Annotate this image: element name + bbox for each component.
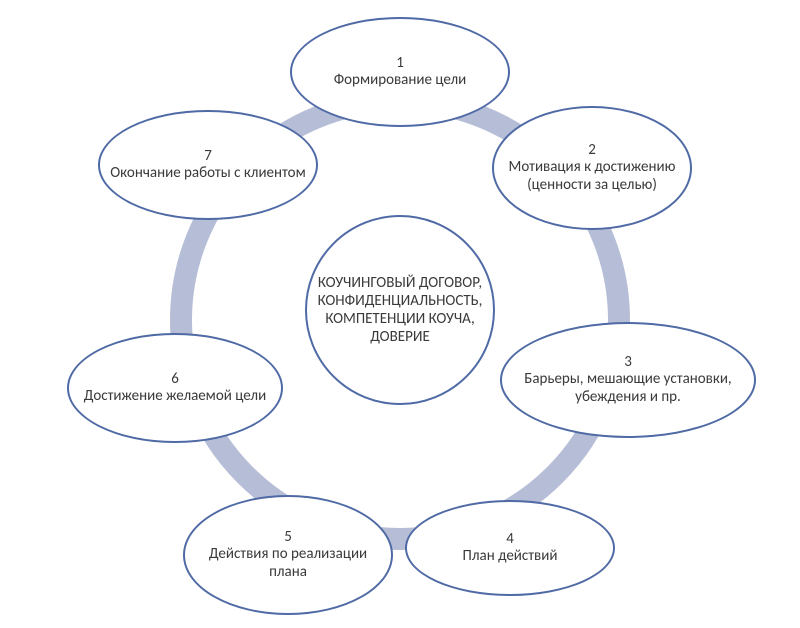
node-7-number: 7 — [204, 148, 212, 165]
node-3-label: Барьеры, мешающие установки, убеждения и… — [512, 371, 744, 406]
center-node: КОУЧИНГОВЫЙ ДОГОВОР, КОНФИДЕНЦИАЛЬНОСТЬ,… — [305, 215, 495, 405]
center-label: КОУЧИНГОВЫЙ ДОГОВОР, КОНФИДЕНЦИАЛЬНОСТЬ,… — [315, 274, 485, 346]
node-4-label: План действий — [463, 548, 558, 565]
node-1-number: 1 — [396, 55, 404, 72]
node-3: 3 Барьеры, мешающие установки, убеждения… — [500, 322, 756, 438]
node-4: 4 План действий — [405, 500, 615, 596]
node-2-number: 2 — [588, 142, 596, 159]
node-5: 5 Действия по реализации плана — [183, 495, 393, 615]
node-4-number: 4 — [506, 531, 514, 548]
diagram-canvas: КОУЧИНГОВЫЙ ДОГОВОР, КОНФИДЕНЦИАЛЬНОСТЬ,… — [0, 0, 800, 628]
node-6-label: Достижение желаемой цели — [84, 388, 266, 405]
node-6-number: 6 — [171, 371, 179, 388]
node-1-label: Формирование цели — [334, 72, 467, 89]
node-2-label: Мотивация к достижению (ценности за цель… — [504, 159, 680, 194]
node-5-number: 5 — [284, 529, 292, 546]
node-6: 6 Достижение желаемой цели — [67, 333, 283, 443]
node-7-label: Окончание работы с клиентом — [110, 165, 305, 182]
node-3-number: 3 — [624, 354, 632, 371]
node-2: 2 Мотивация к достижению (ценности за це… — [492, 106, 692, 230]
node-5-label: Действия по реализации плана — [195, 546, 381, 581]
node-1: 1 Формирование цели — [290, 17, 510, 127]
node-7: 7 Окончание работы с клиентом — [98, 110, 318, 220]
